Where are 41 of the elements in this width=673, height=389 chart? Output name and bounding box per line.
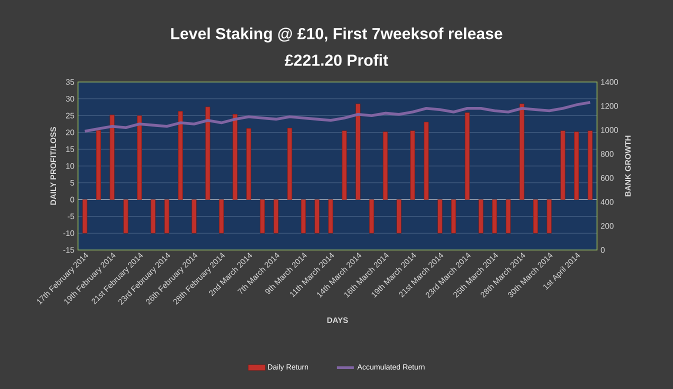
bar	[533, 199, 538, 234]
bar	[96, 130, 101, 200]
bar	[546, 199, 552, 234]
bar	[396, 199, 402, 234]
bar	[437, 199, 442, 234]
bar	[410, 130, 416, 200]
bar	[478, 199, 484, 234]
bar	[82, 199, 88, 234]
bar	[451, 199, 456, 234]
bar	[519, 104, 524, 200]
bar	[205, 106, 210, 200]
bar	[110, 114, 115, 200]
bar	[574, 132, 579, 200]
bar	[464, 112, 470, 200]
bar	[164, 199, 170, 234]
bar	[588, 130, 593, 200]
bar	[506, 199, 511, 234]
bar	[246, 128, 252, 200]
bar	[150, 199, 156, 234]
chart-title: Level Staking @ £10, First 7weeksof release	[171, 28, 502, 42]
bar	[260, 199, 265, 234]
bar	[300, 199, 306, 234]
bar	[232, 114, 238, 200]
bar	[560, 130, 566, 200]
bar	[192, 199, 197, 234]
bar	[274, 199, 278, 234]
bar	[178, 111, 183, 200]
line-series	[83, 101, 592, 133]
chart-subtitle: £221.20 Profit	[284, 54, 388, 66]
bar	[123, 199, 128, 234]
bar	[342, 130, 347, 200]
bar	[424, 122, 429, 200]
bar	[137, 115, 142, 200]
bar	[287, 128, 292, 200]
bar	[218, 199, 224, 234]
bar	[369, 199, 374, 234]
bar	[382, 132, 388, 200]
bar	[356, 104, 360, 200]
bar	[492, 199, 498, 234]
bar	[328, 199, 334, 234]
bar	[314, 199, 320, 234]
